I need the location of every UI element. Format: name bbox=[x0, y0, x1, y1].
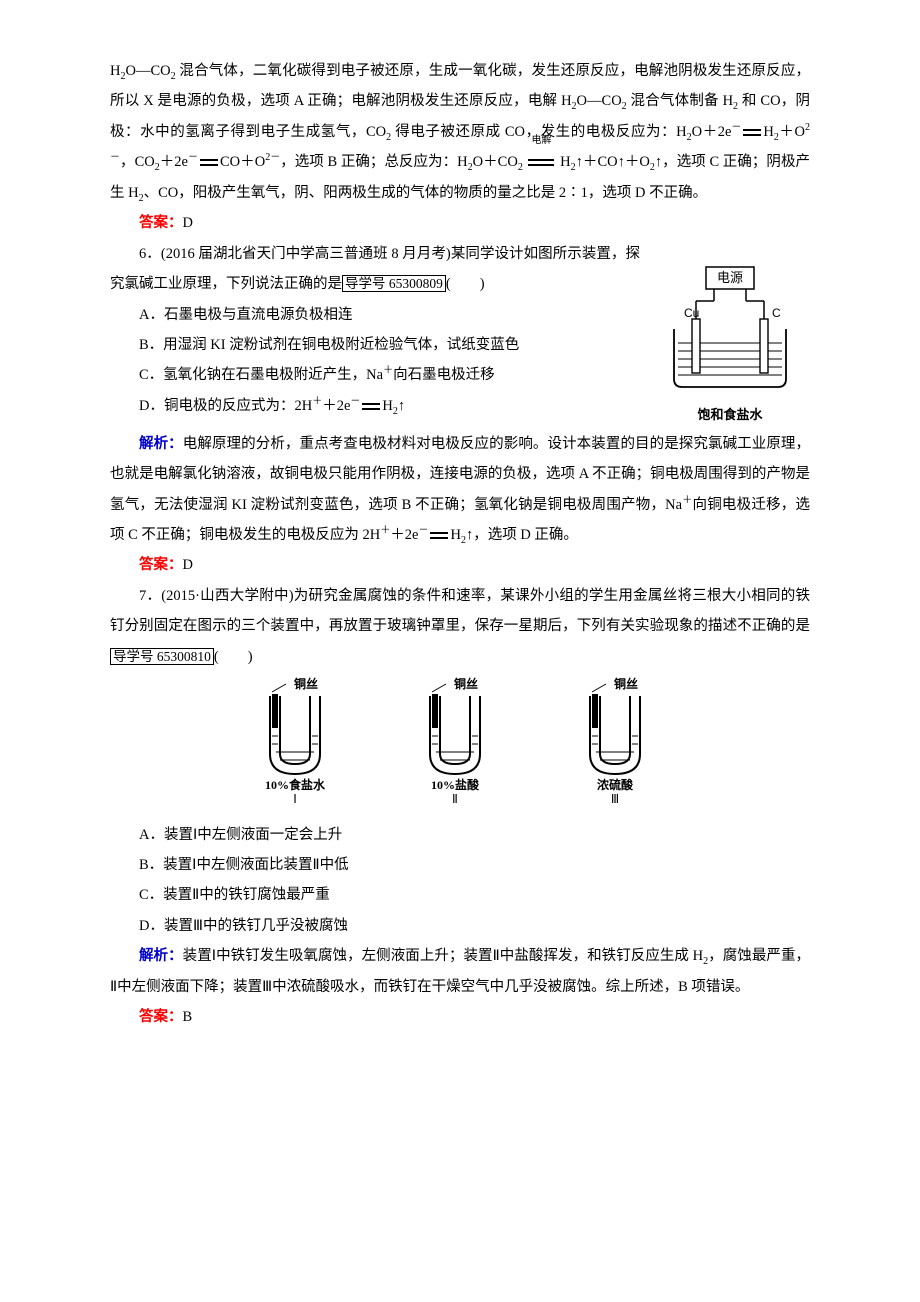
jiexi-label: 解析： bbox=[139, 436, 183, 452]
study-code: 导学号 65300810 bbox=[110, 648, 214, 665]
q5-answer-line: 答案：D bbox=[110, 208, 810, 238]
q6-opt-D: D．铜电极的反应式为：2H＋＋2e－H2↑ bbox=[110, 391, 640, 421]
svg-text:C: C bbox=[772, 306, 781, 320]
svg-text:Cu: Cu bbox=[684, 306, 699, 320]
q6-blank: ( ) bbox=[446, 276, 485, 292]
answer-label: 答案： bbox=[139, 215, 183, 231]
q7-answer: B bbox=[183, 1009, 193, 1025]
q6-opt-A: A．石墨电极与直流电源负极相连 bbox=[110, 300, 640, 330]
q6-answer: D bbox=[183, 557, 193, 573]
q7-opt-D: D．装置Ⅲ中的铁钉几乎没被腐蚀 bbox=[110, 911, 810, 941]
q6-answer-line: 答案：D bbox=[110, 550, 810, 580]
answer-label: 答案： bbox=[139, 1009, 183, 1025]
page: H2O—CO2 混合气体，二氧化碳得到电子被还原，生成一氧化碳，发生还原反应，电… bbox=[0, 0, 920, 1302]
q7-blank: ( ) bbox=[214, 649, 253, 665]
svg-text:铜丝: 铜丝 bbox=[454, 676, 478, 691]
q6-stem: 6．(2016 届湖北省天门中学高三普通班 8 月月考)某同学设计如图所示装置，… bbox=[110, 239, 640, 300]
answer-label: 答案： bbox=[139, 557, 183, 573]
q5-answer: D bbox=[183, 215, 193, 231]
q7-diagram-svg: 铜丝 10%食盐水 bbox=[230, 676, 690, 806]
q6-fig-label: 饱和食盐水 bbox=[650, 407, 810, 423]
q6-source: (2016 届湖北省天门中学高三普通班 8 月月考) bbox=[161, 246, 451, 262]
q6-jiexi: 解析：电解原理的分析，重点考查电极材料对电极反应的影响。设计本装置的目的是探究氯… bbox=[110, 429, 810, 551]
q7-figures: 铜丝 10%食盐水 bbox=[110, 676, 810, 817]
q6-figure: 电源 Cu C bbox=[650, 263, 810, 423]
svg-text:铜丝: 铜丝 bbox=[294, 676, 318, 691]
q6-block: 6．(2016 届湖北省天门中学高三普通班 8 月月考)某同学设计如图所示装置，… bbox=[110, 239, 810, 429]
svg-text:10%食盐水: 10%食盐水 bbox=[265, 777, 326, 792]
svg-text:电源: 电源 bbox=[717, 270, 743, 285]
q6-opt-C: C．氢氧化钠在石墨电极附近产生，Na＋向石墨电极迁移 bbox=[110, 360, 640, 390]
q7-number: 7． bbox=[139, 588, 161, 604]
svg-text:浓硫酸: 浓硫酸 bbox=[597, 777, 634, 792]
svg-text:铜丝: 铜丝 bbox=[614, 676, 638, 691]
q7-jiexi: 解析：装置Ⅰ中铁钉发生吸氧腐蚀，左侧液面上升；装置Ⅱ中盐酸挥发，和铁钉反应生成 … bbox=[110, 941, 810, 1002]
study-code: 导学号 65300809 bbox=[342, 275, 446, 292]
q7-opt-C: C．装置Ⅱ中的铁钉腐蚀最严重 bbox=[110, 880, 810, 910]
q6-opt-B: B．用湿润 KI 淀粉试剂在铜电极附近检验气体，试纸变蓝色 bbox=[110, 330, 640, 360]
q6-diagram-svg: 电源 Cu C bbox=[660, 263, 800, 403]
q5-jiexi-cont: H2O—CO2 混合气体，二氧化碳得到电子被还原，生成一氧化碳，发生还原反应，电… bbox=[110, 56, 810, 208]
q7-source: (2015·山西大学附中) bbox=[161, 588, 293, 604]
q7-opt-B: B．装置Ⅰ中左侧液面比装置Ⅱ中低 bbox=[110, 850, 810, 880]
q7-answer-line: 答案：B bbox=[110, 1002, 810, 1032]
svg-text:Ⅰ: Ⅰ bbox=[293, 792, 297, 806]
q7-opt-A: A．装置Ⅰ中左侧液面一定会上升 bbox=[110, 820, 810, 850]
svg-text:Ⅱ: Ⅱ bbox=[452, 792, 458, 806]
svg-text:Ⅲ: Ⅲ bbox=[611, 792, 619, 806]
svg-text:10%盐酸: 10%盐酸 bbox=[431, 777, 480, 792]
q6-number: 6． bbox=[139, 246, 161, 262]
jiexi-label: 解析： bbox=[139, 948, 183, 964]
q7-stem: 7．(2015·山西大学附中)为研究金属腐蚀的条件和速率，某课外小组的学生用金属… bbox=[110, 581, 810, 672]
